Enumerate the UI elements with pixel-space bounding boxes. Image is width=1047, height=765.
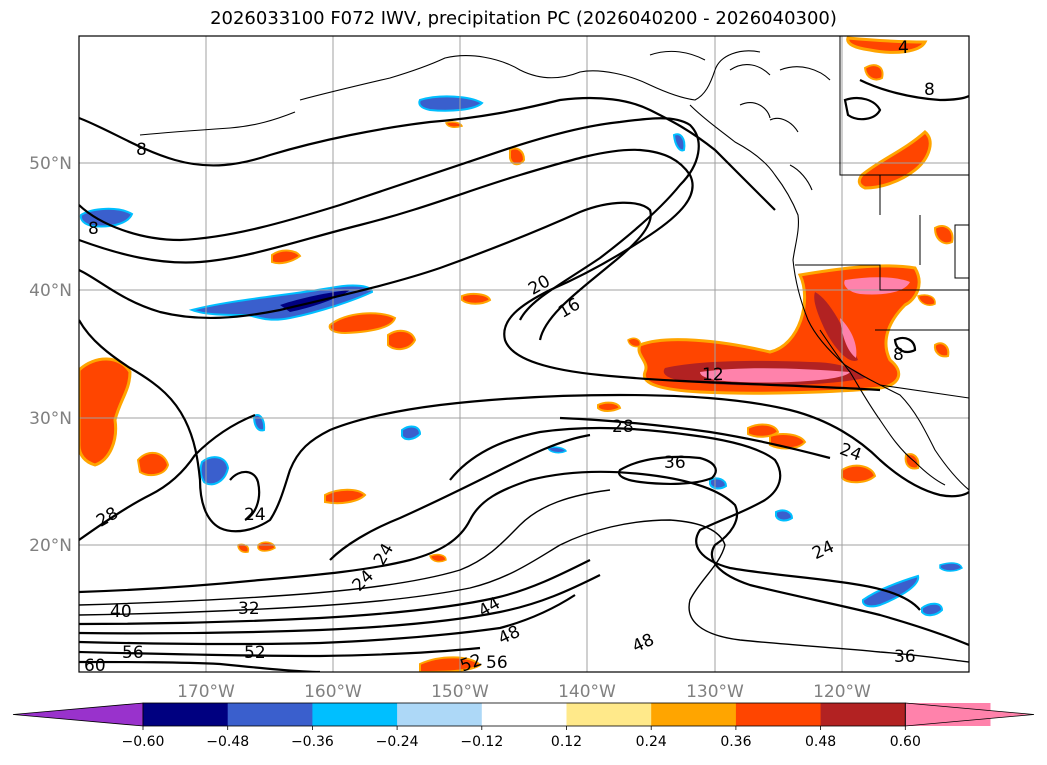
colorbar-tick-label: −0.36 bbox=[291, 734, 334, 750]
longitude-labels: 170°W 160°W 150°W 140°W 130°W 120°W bbox=[177, 682, 871, 702]
lat-label-20n: 20°N bbox=[29, 536, 72, 556]
coastlines bbox=[139, 50, 969, 491]
colorbar-segment bbox=[312, 703, 398, 726]
lon-label-140w: 140°W bbox=[558, 682, 616, 702]
colorbar-segment bbox=[481, 703, 567, 726]
iwv-contours bbox=[79, 79, 969, 672]
contour-label: 8 bbox=[136, 140, 147, 160]
lon-label-120w: 120°W bbox=[813, 682, 871, 702]
contour-label: 4 bbox=[898, 38, 909, 58]
lat-label-30n: 30°N bbox=[29, 409, 72, 429]
political-borders bbox=[795, 36, 969, 399]
colorbar-tick-label: 0.48 bbox=[805, 734, 836, 750]
lon-label-130w: 130°W bbox=[686, 682, 744, 702]
latitude-labels: 50°N 40°N 30°N 20°N bbox=[29, 154, 72, 556]
contour-label: 56 bbox=[122, 643, 144, 663]
contour-label: 8 bbox=[924, 80, 935, 100]
map-frame bbox=[78, 35, 970, 673]
colorbar-segment bbox=[143, 703, 229, 726]
colorbar-segment bbox=[735, 703, 822, 726]
contour-label: 36 bbox=[664, 453, 686, 473]
contour-label: 52 bbox=[244, 643, 266, 663]
map-content: 8 8 4 8 20 16 12 8 28 36 24 28 24 24 24 … bbox=[79, 36, 969, 676]
lon-label-170w: 170°W bbox=[177, 682, 235, 702]
colorbar-segment bbox=[566, 703, 652, 726]
colorbar-tick-label: 0.12 bbox=[551, 734, 582, 750]
contour-label: 32 bbox=[238, 599, 260, 619]
contour-label: 36 bbox=[894, 647, 916, 667]
colorbar-tick-label: 0.36 bbox=[720, 734, 751, 750]
colorbar-segment bbox=[820, 703, 906, 726]
colorbar-segment bbox=[397, 703, 483, 726]
contour-label: 56 bbox=[486, 653, 508, 673]
contour-label: 40 bbox=[110, 602, 132, 622]
lon-label-160w: 160°W bbox=[304, 682, 362, 702]
contour-label: 52 bbox=[458, 650, 485, 676]
colorbar-tick-label: −0.24 bbox=[376, 734, 419, 750]
contour-label: 12 bbox=[702, 365, 724, 385]
colorbar-tick-label: −0.48 bbox=[206, 734, 249, 750]
contour-label: 8 bbox=[893, 345, 904, 365]
lat-label-40n: 40°N bbox=[29, 281, 72, 301]
colorbar-tick-label: 0.60 bbox=[890, 734, 921, 750]
colorbar-tick-label: −0.12 bbox=[460, 734, 503, 750]
contour-label: 24 bbox=[244, 505, 266, 525]
colorbar-tick-label: −0.60 bbox=[122, 734, 165, 750]
map-gridlines bbox=[79, 36, 969, 672]
colorbar-extend-low bbox=[12, 702, 144, 727]
colorbar-outline bbox=[142, 702, 906, 727]
lon-label-150w: 150°W bbox=[431, 682, 489, 702]
colorbar: −0.60 −0.48 −0.36 −0.24 −0.12 0.12 0.24 0.36 0.4… bbox=[12, 702, 1035, 750]
contour-label: 60 bbox=[84, 656, 106, 676]
colorbar-segment bbox=[651, 703, 737, 726]
contour-label: 8 bbox=[88, 219, 99, 239]
lat-label-50n: 50°N bbox=[29, 154, 72, 174]
colorbar-tick-label: 0.24 bbox=[636, 734, 667, 750]
colorbar-segment bbox=[227, 703, 313, 726]
page-title: 2026033100 F072 IWV, precipitation PC (2… bbox=[210, 8, 837, 29]
contour-label: 28 bbox=[612, 417, 634, 437]
